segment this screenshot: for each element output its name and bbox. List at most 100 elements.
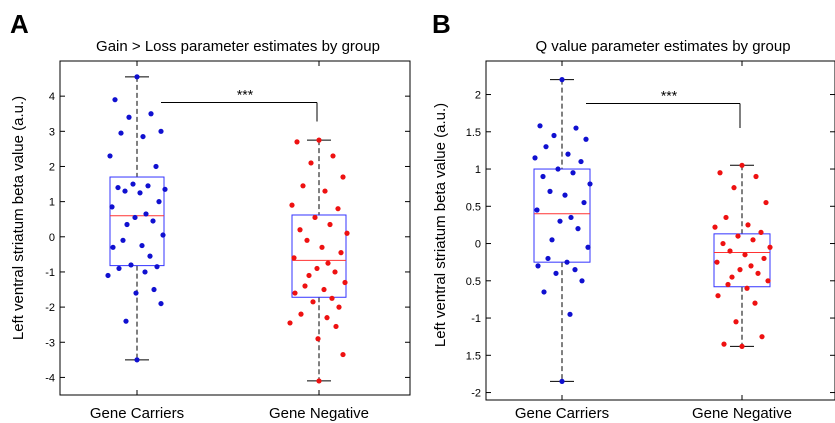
data-point: [154, 264, 160, 270]
data-point: [134, 357, 140, 363]
chart-title: Gain > Loss parameter estimates by group: [96, 38, 380, 55]
data-point: [342, 279, 348, 286]
data-point: [287, 320, 293, 326]
data-point: [559, 77, 565, 83]
y-tick-label: -2: [471, 388, 481, 400]
y-tick-label: 0: [49, 232, 55, 244]
data-point: [567, 311, 573, 317]
data-point: [717, 170, 723, 176]
data-point: [126, 114, 132, 120]
data-point: [752, 300, 758, 306]
data-point: [739, 343, 745, 349]
data-point: [302, 283, 308, 289]
data-point: [750, 237, 756, 243]
data-point: [120, 237, 126, 243]
data-point: [291, 255, 297, 261]
y-tick-label: -4: [45, 372, 55, 384]
data-point: [564, 259, 570, 265]
data-point: [545, 255, 551, 262]
data-point: [122, 188, 128, 194]
data-point: [158, 300, 164, 307]
data-point: [578, 158, 584, 165]
iqr-box: [109, 176, 165, 267]
data-point: [116, 265, 122, 272]
data-point: [745, 222, 751, 228]
data-point: [748, 263, 754, 269]
data-point: [143, 211, 149, 217]
data-point: [324, 315, 330, 321]
data-point: [300, 183, 306, 189]
data-point: [308, 160, 314, 166]
data-point: [731, 185, 737, 191]
data-point: [587, 181, 593, 187]
data-point: [537, 123, 543, 129]
data-point: [565, 151, 571, 157]
data-point: [340, 351, 346, 358]
y-tick-label: -1: [471, 313, 481, 325]
panel-b: B Q value parameter estimates by group L…: [432, 9, 835, 422]
data-point: [715, 293, 721, 299]
data-point: [133, 290, 139, 296]
data-point: [735, 233, 741, 239]
data-point: [579, 278, 585, 284]
x-tick-label-gene-carriers: Gene Carriers: [515, 405, 609, 422]
significance-label: ***: [237, 86, 254, 102]
panel-label: A: [10, 9, 29, 39]
data-point: [109, 204, 115, 210]
data-point: [145, 183, 151, 189]
panel-a: A Gain > Loss parameter estimates by gro…: [10, 9, 411, 422]
data-point: [541, 289, 547, 295]
data-point: [765, 278, 771, 284]
data-point: [767, 244, 773, 250]
data-point: [547, 188, 553, 194]
data-point: [153, 163, 159, 170]
data-point: [306, 272, 312, 279]
data-point: [581, 199, 587, 206]
y-tick-label: 1: [475, 164, 481, 176]
data-point: [298, 311, 304, 317]
data-point: [332, 269, 338, 275]
data-point: [316, 137, 322, 143]
data-point: [535, 263, 541, 269]
data-point: [720, 240, 726, 247]
data-point: [156, 199, 162, 205]
data-point: [142, 269, 148, 275]
x-tick-label-gene-carriers: Gene Carriers: [90, 405, 184, 422]
y-tick-label: 2: [49, 161, 55, 173]
data-point: [543, 144, 549, 150]
data-point: [755, 270, 761, 276]
y-tick-label: 0: [475, 239, 481, 251]
data-point: [124, 221, 130, 228]
y-tick-label: 3: [49, 126, 55, 138]
data-point: [568, 214, 574, 221]
data-point: [727, 248, 733, 254]
data-point: [575, 226, 581, 232]
data-point: [742, 252, 748, 258]
y-tick-label: -1: [45, 267, 55, 279]
data-point: [110, 244, 116, 250]
data-point: [555, 166, 561, 172]
data-point: [583, 136, 589, 142]
data-point: [134, 74, 140, 80]
data-point: [562, 192, 568, 198]
iqr-box: [713, 233, 771, 288]
data-point: [105, 272, 111, 279]
data-point: [118, 130, 124, 136]
panel-label: B: [432, 9, 451, 39]
y-tick-label: 0.5: [466, 276, 481, 288]
data-point: [344, 230, 350, 236]
plot-frame: [485, 60, 835, 401]
data-point: [140, 133, 146, 140]
data-point: [315, 336, 321, 342]
plot-frame: [59, 60, 411, 396]
data-point: [721, 341, 727, 347]
data-point: [753, 173, 759, 180]
data-point: [534, 207, 540, 213]
data-point: [570, 170, 576, 176]
data-point: [338, 250, 344, 256]
data-point: [759, 334, 765, 340]
data-point: [723, 214, 729, 221]
x-tick-label-gene-negative: Gene Negative: [269, 405, 369, 422]
y-tick-label: 4: [49, 91, 55, 103]
